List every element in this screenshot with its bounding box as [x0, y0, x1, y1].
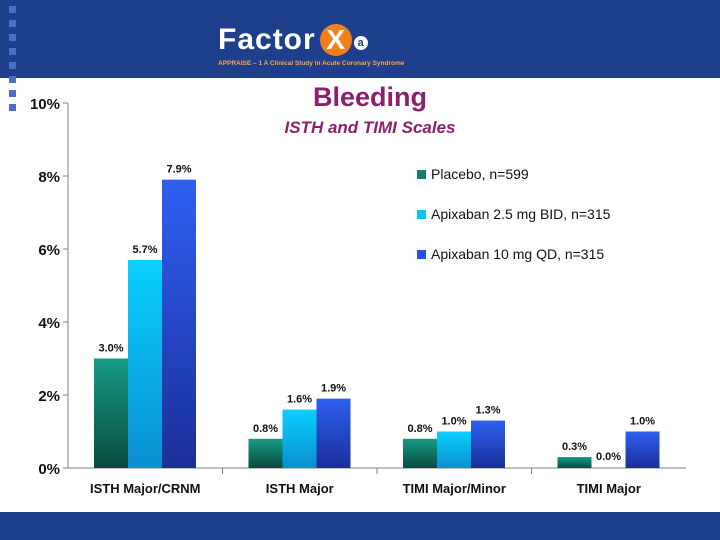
legend-swatch: [417, 169, 426, 179]
logo-text: Factor: [218, 23, 316, 56]
bar-0-1: [248, 438, 283, 468]
factor-xa-logo: Factor X a: [218, 22, 368, 58]
data-label: 1.6%: [287, 394, 312, 406]
data-label: 0.8%: [253, 423, 278, 435]
legend-item-apixaban-2-5: Apixaban 2.5 mg BID, n=315: [417, 204, 610, 224]
x-category-label: TIMI Major/Minor: [403, 481, 506, 496]
data-label: 0.8%: [407, 423, 432, 435]
legend-item-placebo: Placebo, n=599: [417, 164, 610, 184]
logo-a-icon: a: [353, 36, 368, 50]
data-label: 1.9%: [321, 383, 346, 395]
decorative-squares: [9, 6, 21, 118]
y-tick-label: 8%: [38, 169, 60, 186]
footer-band: [0, 512, 720, 540]
x-category-label: TIMI Major: [577, 481, 641, 496]
bar-1-0: [128, 259, 162, 468]
data-label: 7.9%: [166, 164, 191, 176]
bar-1-2: [437, 431, 471, 468]
legend-swatch: [417, 249, 426, 259]
legend-item-apixaban-10: Apixaban 10 mg QD, n=315: [417, 244, 610, 264]
y-tick-label: 6%: [38, 242, 60, 259]
study-line: APPRAISE – 1 A Clinical Study in Acute C…: [218, 60, 405, 67]
chart-legend: Placebo, n=599 Apixaban 2.5 mg BID, n=31…: [417, 164, 610, 284]
data-label: 1.3%: [475, 405, 500, 417]
legend-label: Apixaban 2.5 mg BID, n=315: [431, 206, 611, 222]
y-tick-label: 4%: [38, 315, 60, 332]
legend-label: Apixaban 10 mg QD, n=315: [431, 246, 605, 262]
legend-label: Placebo, n=599: [431, 166, 529, 182]
bar-2-1: [316, 398, 351, 468]
data-label: 0.0%: [596, 451, 621, 463]
data-label: 0.3%: [562, 441, 587, 453]
x-category-label: ISTH Major/CRNM: [90, 481, 201, 496]
data-label: 3.0%: [98, 343, 123, 355]
bar-2-2: [471, 420, 505, 468]
chart-subtitle: ISTH and TIMI Scales: [284, 118, 456, 137]
logo-x-icon: X: [319, 24, 352, 56]
data-label: 1.0%: [630, 416, 655, 428]
y-tick-label: 2%: [38, 388, 60, 405]
bar-2-0: [162, 179, 196, 468]
bar-2-3: [625, 431, 660, 468]
bar-0-0: [94, 358, 128, 468]
y-tick-label: 10%: [30, 96, 60, 113]
x-category-label: ISTH Major: [266, 481, 334, 496]
data-label: 1.0%: [441, 416, 466, 428]
legend-swatch: [417, 209, 426, 219]
bar-1-1: [282, 409, 317, 468]
y-tick-label: 0%: [38, 461, 60, 478]
bar-0-3: [557, 457, 592, 468]
bar-0-2: [403, 438, 437, 468]
chart-title: Bleeding: [312, 82, 427, 112]
data-label: 5.7%: [132, 244, 157, 256]
